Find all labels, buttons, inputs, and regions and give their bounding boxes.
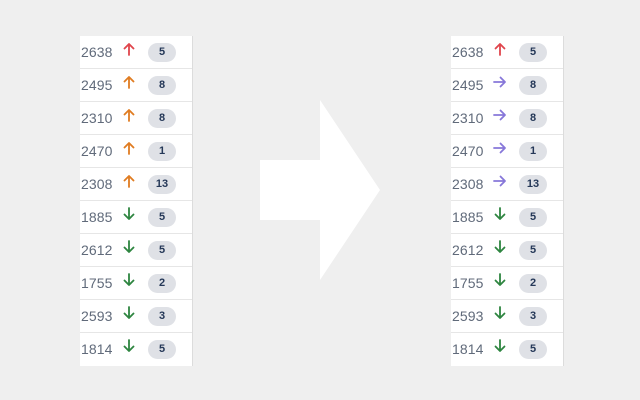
issue-row[interactable]: 2593 3	[451, 300, 569, 333]
story-points-badge: 3	[148, 307, 176, 326]
issue-row[interactable]: 1814 5	[80, 333, 198, 366]
issue-row[interactable]: 2612 5	[80, 234, 198, 267]
issue-number[interactable]: 2593	[81, 308, 113, 324]
issue-number[interactable]: 2638	[452, 44, 484, 60]
story-points-badge: 5	[148, 43, 176, 62]
story-points-badge: 2	[148, 274, 176, 293]
story-points-badge: 5	[519, 340, 547, 359]
issue-number[interactable]: 2612	[81, 242, 113, 258]
issue-number[interactable]: 2470	[81, 143, 113, 159]
issue-number[interactable]: 1755	[452, 275, 484, 291]
arrow-down-icon	[123, 273, 135, 286]
arrow-down-icon	[494, 273, 506, 286]
issue-number[interactable]: 1814	[81, 341, 113, 357]
story-points-badge: 5	[519, 43, 547, 62]
issue-row[interactable]: 2495 8	[451, 69, 569, 102]
issue-row[interactable]: 2470 1	[80, 135, 198, 168]
story-points-badge: 2	[519, 274, 547, 293]
story-points-badge: 5	[519, 241, 547, 260]
arrow-right-icon	[493, 109, 506, 121]
story-points-badge: 8	[148, 76, 176, 95]
arrow-up-icon	[123, 76, 135, 89]
issue-row[interactable]: 2612 5	[451, 234, 569, 267]
arrow-down-icon	[123, 339, 135, 352]
issue-row[interactable]: 2638 5	[451, 36, 569, 69]
arrow-right-icon	[493, 175, 506, 187]
story-points-badge: 1	[148, 142, 176, 161]
story-points-badge: 8	[148, 109, 176, 128]
story-points-badge: 13	[148, 175, 176, 194]
scrollbar-track-before[interactable]	[192, 36, 198, 366]
issue-number[interactable]: 2308	[81, 176, 113, 192]
arrow-down-icon	[123, 207, 135, 220]
issue-row[interactable]: 1814 5	[451, 333, 569, 366]
issue-row[interactable]: 1885 5	[80, 201, 198, 234]
issue-number[interactable]: 2310	[452, 110, 484, 126]
arrow-up-icon	[123, 175, 135, 188]
story-points-badge: 1	[519, 142, 547, 161]
issue-number[interactable]: 2612	[452, 242, 484, 258]
issue-number[interactable]: 1814	[452, 341, 484, 357]
arrow-up-icon	[123, 43, 135, 56]
issue-row[interactable]: 2308 13	[80, 168, 198, 201]
issue-number[interactable]: 1885	[452, 209, 484, 225]
issue-row[interactable]: 2495 8	[80, 69, 198, 102]
issue-row[interactable]: 2638 5	[80, 36, 198, 69]
issue-row[interactable]: 2470 1	[451, 135, 569, 168]
story-points-badge: 13	[519, 175, 547, 194]
issue-number[interactable]: 2310	[81, 110, 113, 126]
issue-row[interactable]: 2310 8	[80, 102, 198, 135]
issue-number[interactable]: 2495	[81, 77, 113, 93]
arrow-up-icon	[123, 142, 135, 155]
arrow-right-icon	[493, 142, 506, 154]
issue-row[interactable]: 1885 5	[451, 201, 569, 234]
arrow-down-icon	[123, 306, 135, 319]
issue-row[interactable]: 2593 3	[80, 300, 198, 333]
scrollbar-track-after[interactable]	[563, 36, 569, 366]
story-points-badge: 8	[519, 109, 547, 128]
story-points-badge: 8	[519, 76, 547, 95]
issue-number[interactable]: 2593	[452, 308, 484, 324]
story-points-badge: 5	[148, 340, 176, 359]
arrow-right-icon	[493, 76, 506, 88]
issue-number[interactable]: 1755	[81, 275, 113, 291]
issue-number[interactable]: 1885	[81, 209, 113, 225]
issue-row[interactable]: 2310 8	[451, 102, 569, 135]
issue-number[interactable]: 2638	[81, 44, 113, 60]
story-points-badge: 3	[519, 307, 547, 326]
big-right-arrow-icon	[260, 100, 380, 280]
story-points-badge: 5	[148, 208, 176, 227]
story-points-badge: 5	[519, 208, 547, 227]
issue-list-before: 2638 5 2495 8 2310 8 2470 1 2308 13 1885 5 2612 5 1755…	[80, 36, 198, 366]
issue-row[interactable]: 1755 2	[80, 267, 198, 300]
arrow-up-icon	[123, 109, 135, 122]
arrow-down-icon	[494, 207, 506, 220]
arrow-down-icon	[494, 306, 506, 319]
arrow-down-icon	[494, 339, 506, 352]
arrow-down-icon	[123, 240, 135, 253]
arrow-up-icon	[494, 43, 506, 56]
story-points-badge: 5	[148, 241, 176, 260]
issue-row[interactable]: 1755 2	[451, 267, 569, 300]
issue-row[interactable]: 2308 13	[451, 168, 569, 201]
issue-list-after: 2638 5 2495 8 2310 8 2470 1 2308 13 1885 5 2612 5 1755…	[451, 36, 569, 366]
issue-rows-before: 2638 5 2495 8 2310 8 2470 1 2308 13 1885 5 2612 5 1755…	[80, 36, 198, 366]
issue-rows-after: 2638 5 2495 8 2310 8 2470 1 2308 13 1885 5 2612 5 1755…	[451, 36, 569, 366]
arrow-down-icon	[494, 240, 506, 253]
issue-number[interactable]: 2470	[452, 143, 484, 159]
issue-number[interactable]: 2308	[452, 176, 484, 192]
issue-number[interactable]: 2495	[452, 77, 484, 93]
